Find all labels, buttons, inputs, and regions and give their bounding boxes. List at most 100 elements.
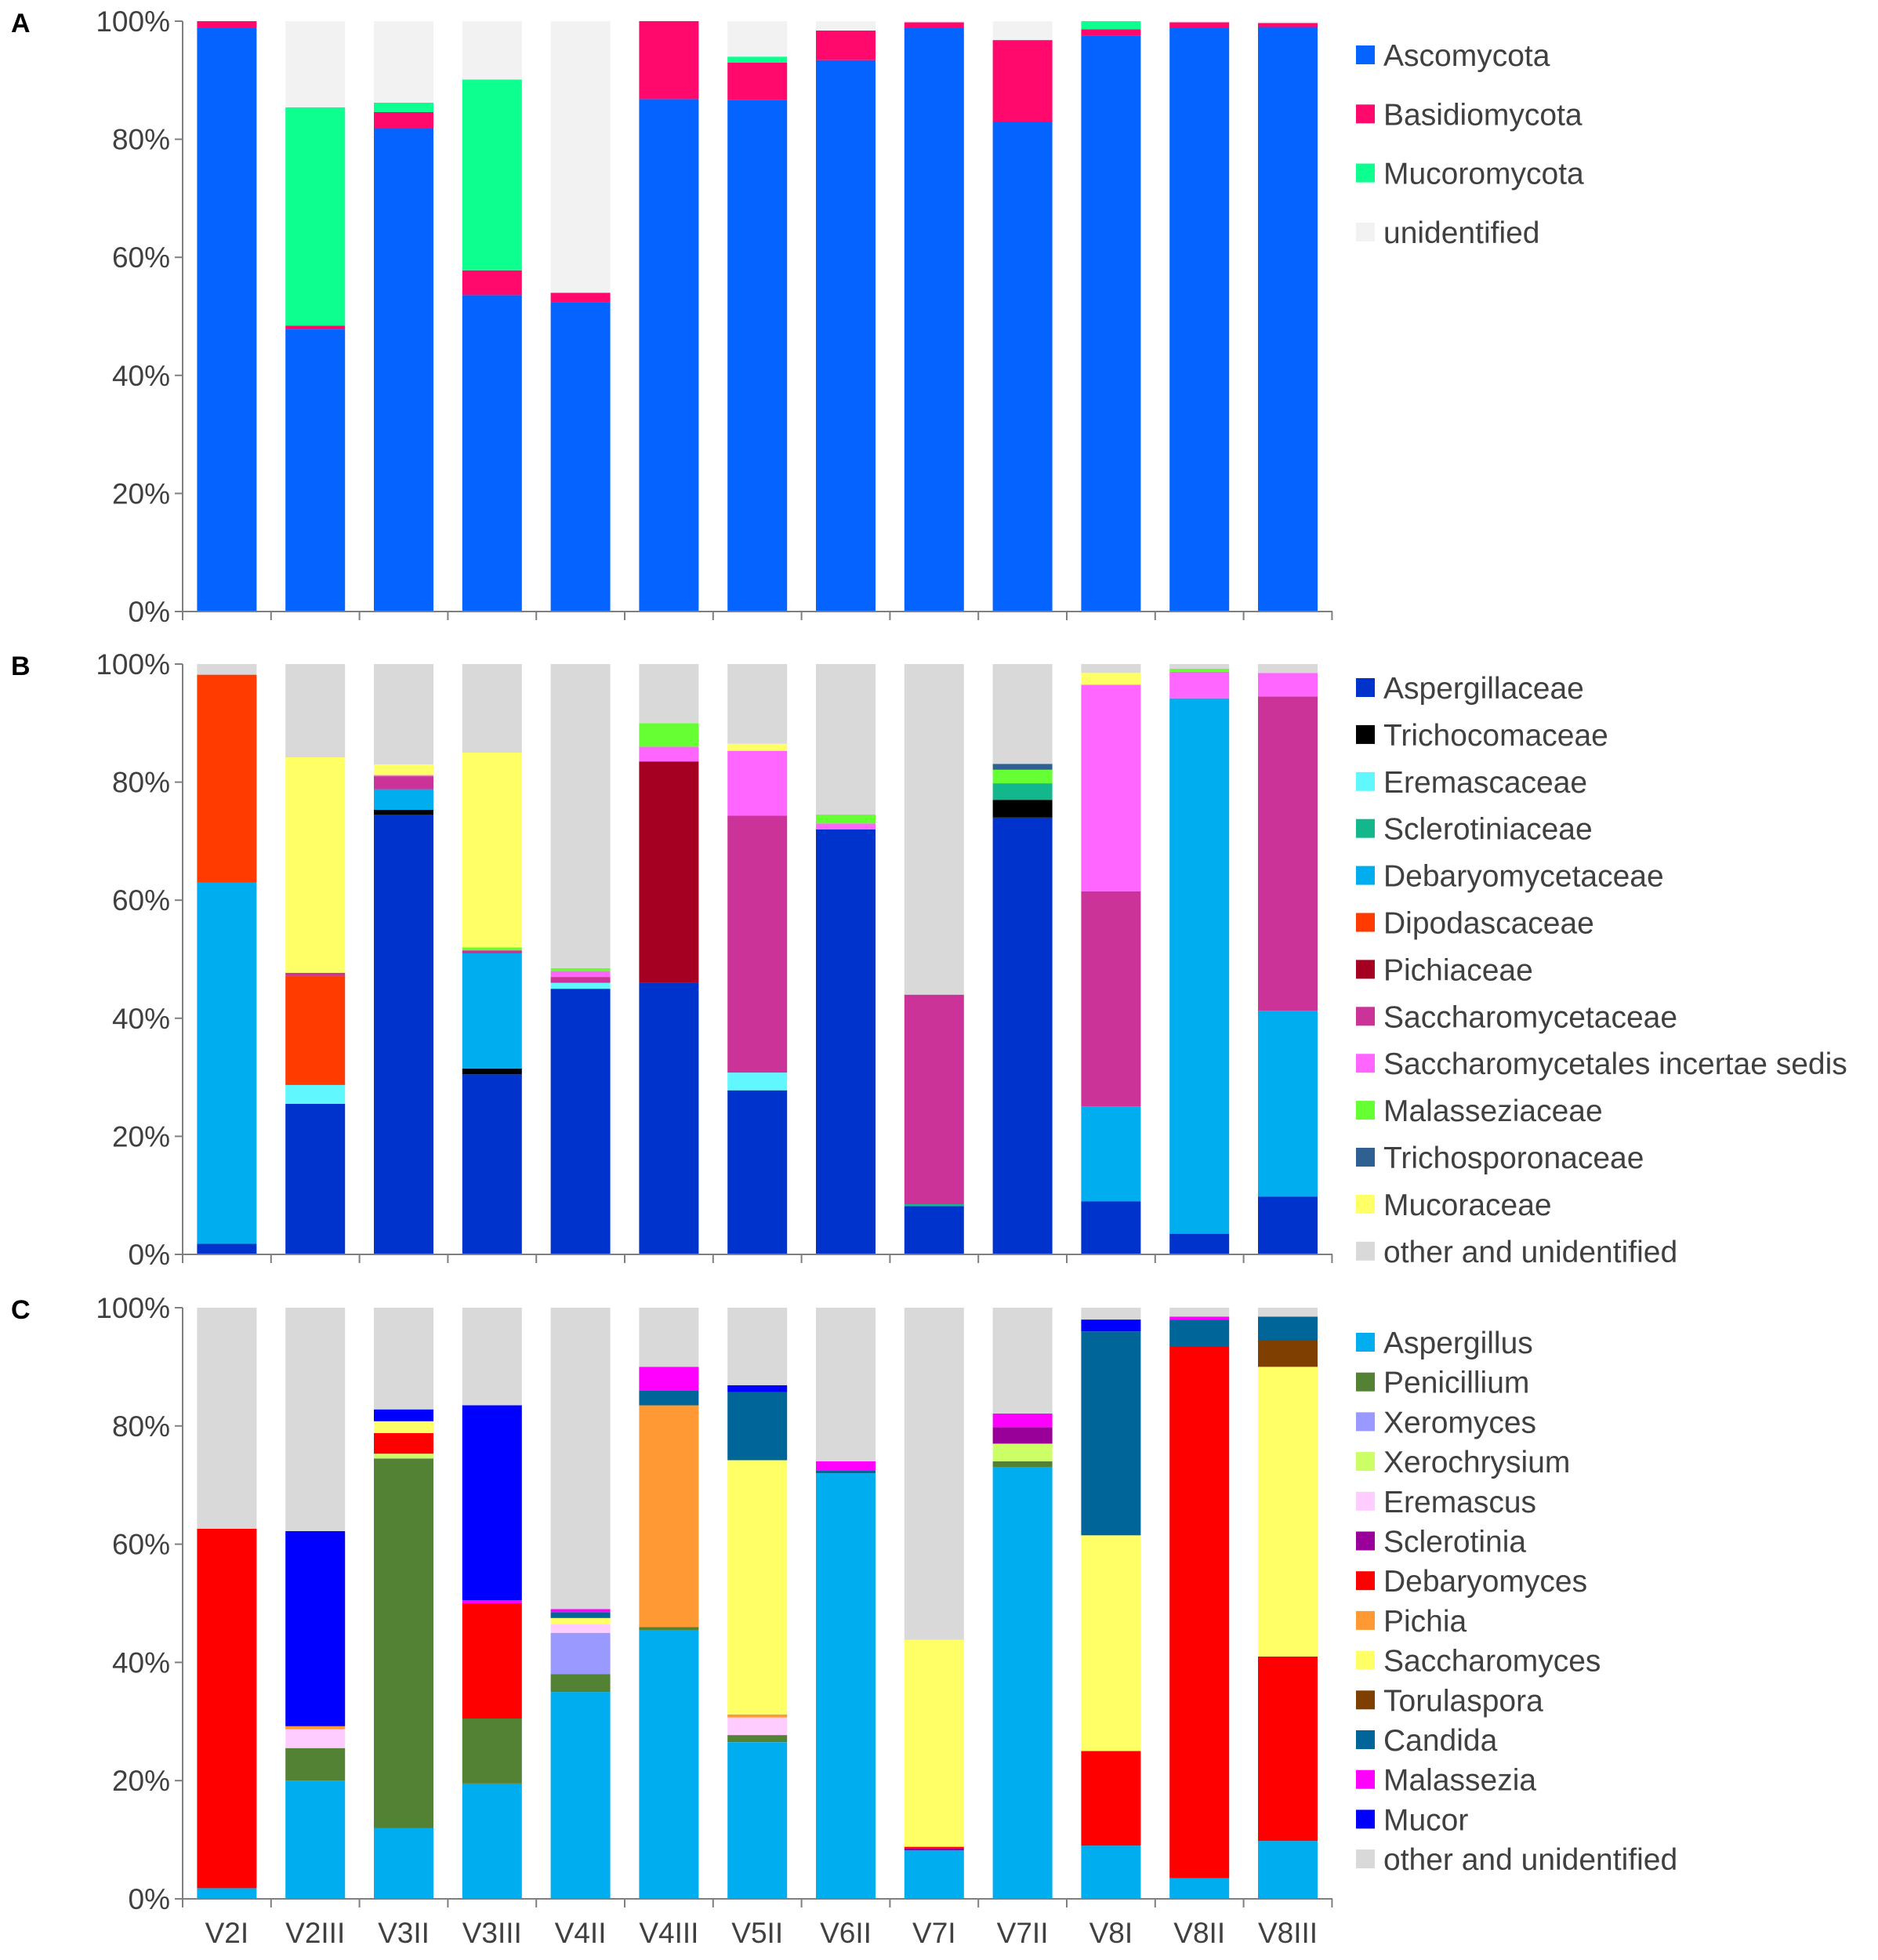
x-category-label: V5II bbox=[731, 1917, 783, 1949]
legend-label-aspergillaceae: Aspergillaceae bbox=[1383, 672, 1584, 706]
bar-segment-other-and-unidentified-v3iii bbox=[462, 664, 522, 753]
bar-segment-other-and-unidentified-v2i bbox=[197, 1308, 257, 1529]
bar-segment-debaryomyces-v7i bbox=[904, 1846, 964, 1849]
legend-label-sclerotiniaceae: Sclerotiniaceae bbox=[1383, 813, 1593, 847]
bar-segment-debaryomyces-v8ii bbox=[1169, 1346, 1230, 1878]
bar-segment-saccharomycetaceae-v8iii bbox=[1258, 696, 1318, 1011]
bar-segment-ascomycota-v4ii bbox=[550, 302, 611, 612]
legend-label-dipodascaceae: Dipodascaceae bbox=[1383, 907, 1594, 941]
bar-segment-mucoromycota-v3ii bbox=[374, 102, 433, 112]
bar-segment-other-and-unidentified-v4iii bbox=[639, 664, 699, 724]
y-tick-label: 0% bbox=[129, 596, 170, 628]
bar-segment-saccharomycetales-incertae-sedis-v6ii bbox=[816, 823, 876, 829]
legend-label-mucor: Mucor bbox=[1383, 1803, 1468, 1837]
bar-segment-penicillium-v4ii bbox=[550, 1674, 611, 1693]
bar-segment-saccharomycetales-incertae-sedis-v4ii bbox=[550, 971, 611, 978]
x-category-label: V4II bbox=[555, 1917, 607, 1949]
legend-swatch-debaryomycetaceae bbox=[1356, 866, 1375, 885]
bar-segment-other-and-unidentified-v8iii bbox=[1258, 1308, 1318, 1317]
bar-segment-xeromyces-v4ii bbox=[550, 1632, 611, 1675]
x-category-label: V7I bbox=[912, 1917, 956, 1949]
bar-segment-unidentified-v2iii bbox=[285, 21, 346, 107]
bar-segment-mucor-v5ii bbox=[727, 1385, 788, 1392]
bar-segment-saccharomyces-v7i bbox=[904, 1639, 964, 1847]
bar-segment-saccharomycetales-incertae-sedis-v4iii bbox=[639, 746, 699, 762]
legend-swatch-other-and-unidentified bbox=[1356, 1241, 1375, 1261]
bar-segment-basidiomycota-v4iii bbox=[639, 21, 699, 100]
bar-segment-basidiomycota-v7ii bbox=[992, 40, 1053, 122]
bar-segment-trichocomaceae-v3ii bbox=[374, 810, 433, 815]
panel-letter: A bbox=[11, 9, 31, 38]
legend-label-pichia: Pichia bbox=[1383, 1605, 1467, 1639]
bar-segment-saccharomycetales-incertae-sedis-v3ii bbox=[374, 775, 433, 777]
bar-segment-other-and-unidentified-v7i bbox=[904, 664, 964, 995]
bar-segment-mucor-v2iii bbox=[285, 1531, 346, 1726]
bar-segment-penicillium-v7ii bbox=[992, 1461, 1053, 1468]
bar-segment-other-and-unidentified-v3ii bbox=[374, 664, 433, 764]
bar-segment-aspergillus-v8iii bbox=[1258, 1841, 1318, 1899]
bar-segment-saccharomyces-v8iii bbox=[1258, 1367, 1318, 1657]
legend-label-penicillium: Penicillium bbox=[1383, 1367, 1529, 1400]
bar-segment-other-and-unidentified-v4ii bbox=[550, 1308, 611, 1610]
bar-segment-malassezia-v6ii bbox=[816, 1461, 876, 1471]
bar-segment-basidiomycota-v3iii bbox=[462, 270, 522, 296]
bar-segment-other-and-unidentified-v5ii bbox=[727, 664, 788, 744]
bar-segment-mucoraceae-v8i bbox=[1081, 673, 1141, 685]
bar-segment-unidentified-v4ii bbox=[550, 21, 611, 293]
bar-segment-aspergillaceae-v2i bbox=[197, 1243, 257, 1254]
bar-segment-eremascaceae-v2iii bbox=[285, 1084, 346, 1104]
bar-segment-aspergillus-v7i bbox=[904, 1850, 964, 1899]
x-category-label: V3III bbox=[462, 1917, 522, 1949]
panel-c: C 0% 20% 40% 60% 80% 100% V2I V2III V3II V3III V4II… bbox=[11, 1292, 1677, 1949]
bar-segment-eremascaceae-v4ii bbox=[550, 982, 611, 989]
y-tick-label: 40% bbox=[112, 1646, 170, 1679]
panel-letter: C bbox=[11, 1295, 31, 1325]
bar-segment-debaryomycetaceae-v2i bbox=[197, 882, 257, 1244]
legend-label-mucoraceae: Mucoraceae bbox=[1383, 1189, 1552, 1222]
bar-segment-debaryomyces-v8i bbox=[1081, 1751, 1141, 1846]
bar-segment-aspergillaceae-v3ii bbox=[374, 815, 433, 1254]
bar-segment-pichiaceae-v4iii bbox=[639, 761, 699, 983]
bar-segment-basidiomycota-v3ii bbox=[374, 112, 433, 129]
bar-segment-aspergillaceae-v7i bbox=[904, 1206, 964, 1254]
y-tick-label: 40% bbox=[112, 1003, 170, 1035]
bar-segment-aspergillaceae-v4iii bbox=[639, 982, 699, 1254]
bar-segment-mucor-v8i bbox=[1081, 1319, 1141, 1332]
y-tick-label: 0% bbox=[129, 1239, 170, 1271]
bar-segment-aspergillus-v4iii bbox=[639, 1629, 699, 1899]
legend-swatch-saccharomycetaceae bbox=[1356, 1007, 1375, 1026]
bar-segment-candida-v8ii bbox=[1169, 1319, 1230, 1346]
bar-segment-basidiomycota-v8i bbox=[1081, 29, 1141, 35]
bar-segment-candida-v5ii bbox=[727, 1392, 788, 1461]
y-tick-label: 60% bbox=[112, 1529, 170, 1561]
legend-label-torulaspora: Torulaspora bbox=[1383, 1684, 1543, 1718]
bar-segment-candida-v6ii bbox=[816, 1470, 876, 1474]
bar-segment-unidentified-v5ii bbox=[727, 21, 788, 57]
bar-segment-aspergillus-v7ii bbox=[992, 1467, 1053, 1899]
bar-segment-saccharomyces-v4ii bbox=[550, 1617, 611, 1624]
bar-segment-saccharomycetales-incertae-sedis-v8i bbox=[1081, 684, 1141, 891]
legend-label-ascomycota: Ascomycota bbox=[1383, 39, 1550, 73]
y-tick-label: 100% bbox=[96, 1292, 170, 1324]
bar-segment-saccharomyces-v3ii bbox=[374, 1421, 433, 1433]
bar-segment-malasseziaceae-v8ii bbox=[1169, 669, 1230, 672]
bar-segment-saccharomycetales-incertae-sedis-v8iii bbox=[1258, 673, 1318, 697]
bar-segment-other-and-unidentified-v7i bbox=[904, 1308, 964, 1640]
bar-segment-other-and-unidentified-v7ii bbox=[992, 1308, 1053, 1414]
bar-segment-debaryomyces-v3ii bbox=[374, 1432, 433, 1454]
legend-label-other-and-unidentified: other and unidentified bbox=[1383, 1236, 1677, 1269]
bar-segment-sclerotiniaceae-v7ii bbox=[992, 783, 1053, 800]
bar-segment-penicillium-v5ii bbox=[727, 1735, 788, 1743]
legend-label-aspergillus: Aspergillus bbox=[1383, 1327, 1533, 1360]
bar-segment-unidentified-v6ii bbox=[816, 21, 876, 31]
x-category-label: V8I bbox=[1089, 1917, 1133, 1949]
bar-segment-eremascus-v4ii bbox=[550, 1624, 611, 1633]
bar-segment-ascomycota-v2iii bbox=[285, 329, 346, 612]
bar-segment-malasseziaceae-v4ii bbox=[550, 967, 611, 971]
bar-segment-debaryomycetaceae-v3ii bbox=[374, 789, 433, 810]
legend-swatch-malasseziaceae bbox=[1356, 1101, 1375, 1120]
bar-segment-malassezia-v7ii bbox=[992, 1414, 1053, 1428]
bar-segment-other-and-unidentified-v2i bbox=[197, 664, 257, 675]
legend-label-eremascus: Eremascus bbox=[1383, 1486, 1536, 1519]
legend-label-eremascaceae: Eremascaceae bbox=[1383, 766, 1587, 800]
